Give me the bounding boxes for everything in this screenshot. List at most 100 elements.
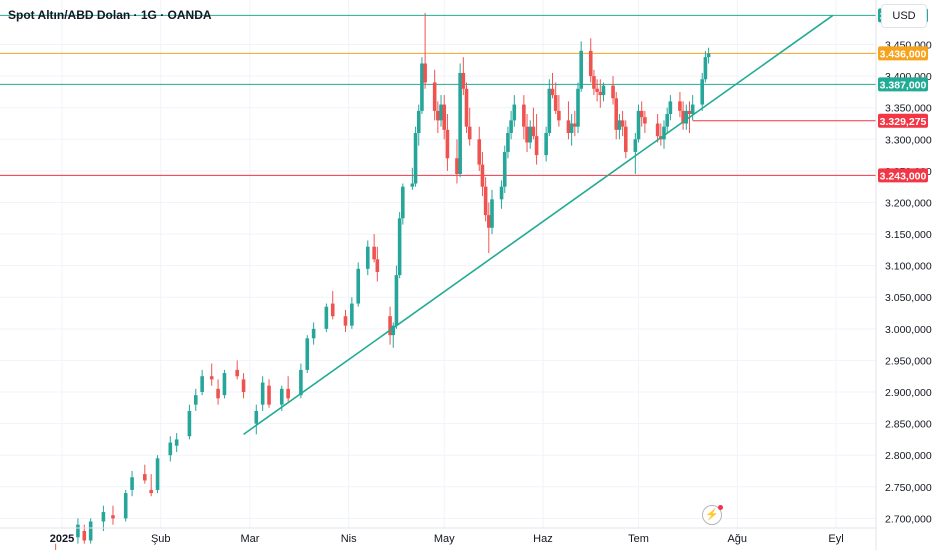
lightning-icon[interactable]: ⚡ bbox=[702, 505, 723, 525]
candle-body bbox=[681, 110, 685, 124]
candle-body bbox=[343, 316, 348, 326]
candle-body bbox=[512, 104, 517, 121]
candle-body bbox=[123, 493, 128, 519]
candle-body bbox=[483, 186, 488, 216]
y-tick-label: 2.700,000 bbox=[885, 513, 932, 525]
candle-body bbox=[639, 110, 644, 118]
trendline-group[interactable] bbox=[243, 14, 834, 435]
price-level-badge bbox=[878, 113, 928, 128]
candle-body bbox=[279, 388, 284, 405]
price-level-badge bbox=[878, 77, 928, 92]
y-tick-label: 3.000,000 bbox=[885, 324, 932, 336]
candle-body bbox=[209, 376, 214, 380]
price-level-badge bbox=[878, 168, 928, 183]
candle-body bbox=[467, 126, 472, 140]
candle-body bbox=[111, 515, 115, 519]
candle-body bbox=[665, 114, 669, 127]
symbol-title[interactable]: Spot Altın/ABD Dolan · 1G · OANDA bbox=[8, 8, 212, 22]
trendline[interactable] bbox=[243, 14, 834, 435]
y-tick-label: 3.350,000 bbox=[885, 103, 932, 115]
candle-body bbox=[241, 379, 246, 393]
x-tick-label: Eyl bbox=[828, 533, 843, 545]
candle-body bbox=[690, 104, 695, 115]
candle-body bbox=[458, 72, 462, 175]
candle-body bbox=[168, 442, 173, 456]
y-tick-label: 3.100,000 bbox=[885, 261, 932, 273]
candle-body bbox=[350, 303, 354, 326]
candle-body bbox=[442, 104, 447, 130]
price-level-badge bbox=[878, 46, 928, 61]
candle-body bbox=[222, 373, 227, 396]
y-tick-label: 2.800,000 bbox=[885, 450, 932, 462]
candle-body bbox=[611, 85, 615, 99]
candle-body bbox=[678, 101, 682, 111]
y-tick-label: 2.950,000 bbox=[885, 355, 932, 367]
candle-body bbox=[416, 110, 421, 133]
price-axis[interactable]: 2.700,000 2.750,000 2.800,000 2.850,000 2.90… bbox=[875, 0, 932, 550]
candle-body bbox=[260, 382, 265, 405]
candle-body bbox=[82, 531, 87, 541]
candle-body bbox=[534, 136, 539, 156]
candle-body bbox=[502, 151, 507, 187]
candle-body bbox=[506, 132, 510, 152]
candle-body bbox=[143, 474, 147, 481]
candle-body bbox=[499, 186, 504, 200]
candle-body bbox=[445, 129, 450, 159]
candle-body bbox=[155, 458, 160, 490]
y-tick-label: 3.200,000 bbox=[885, 197, 932, 209]
candle-body bbox=[592, 76, 596, 89]
x-tick-label: 2025 bbox=[50, 533, 74, 545]
candle-body bbox=[700, 79, 705, 105]
candle-body bbox=[477, 139, 482, 165]
candle-body bbox=[522, 104, 526, 127]
candle-body bbox=[254, 410, 259, 424]
y-tick-label: 3.300,000 bbox=[885, 134, 932, 146]
candle-body bbox=[88, 521, 93, 541]
candle-body bbox=[601, 85, 606, 96]
candle-body bbox=[76, 524, 80, 538]
candle-body bbox=[423, 63, 427, 83]
candle-body bbox=[372, 246, 376, 260]
y-tick-label: 2.900,000 bbox=[885, 387, 932, 399]
candle-body bbox=[544, 132, 548, 156]
candle-body bbox=[598, 91, 603, 96]
candle-body bbox=[391, 325, 396, 336]
price-level-labels: 3.496,0713.436,0003.387,0003.329,2753.24… bbox=[878, 8, 928, 183]
candle-body bbox=[573, 123, 577, 127]
y-tick-label: 3.050,000 bbox=[885, 292, 932, 304]
currency-button[interactable]: USD bbox=[881, 4, 927, 28]
candle-body bbox=[557, 110, 561, 121]
candle-body bbox=[668, 101, 673, 115]
candle-body bbox=[569, 123, 574, 133]
x-tick-label: Nis bbox=[341, 533, 357, 545]
candle-body bbox=[633, 139, 638, 152]
price-level-label: 3.329,275 bbox=[880, 116, 927, 128]
candle-body bbox=[525, 126, 529, 143]
x-tick-label: Şub bbox=[151, 533, 171, 545]
candle-body bbox=[436, 110, 440, 121]
candle-body bbox=[193, 395, 198, 405]
candle-body bbox=[267, 385, 271, 405]
candle-body bbox=[299, 369, 303, 396]
candle-body bbox=[636, 110, 641, 140]
price-level-label: 3.387,000 bbox=[880, 79, 927, 91]
candle-body bbox=[687, 110, 692, 115]
candle-body bbox=[413, 132, 418, 184]
candle-body bbox=[547, 88, 552, 133]
candle-body bbox=[216, 388, 220, 399]
candle-body bbox=[356, 268, 361, 304]
candle-body bbox=[200, 376, 204, 393]
candle-body bbox=[684, 110, 689, 124]
candle-body bbox=[101, 512, 106, 522]
candle-body bbox=[550, 88, 555, 96]
time-axis[interactable]: 2025 Şub Mar Nis May Haz Tem Ağu Eyl bbox=[0, 527, 876, 545]
candle-body bbox=[528, 126, 533, 143]
y-tick-label: 2.750,000 bbox=[885, 482, 932, 494]
candle-body bbox=[401, 186, 405, 219]
candle-body bbox=[464, 88, 469, 127]
candle-body bbox=[576, 88, 580, 127]
x-tick-label: May bbox=[434, 533, 455, 545]
candle-body bbox=[623, 126, 628, 152]
